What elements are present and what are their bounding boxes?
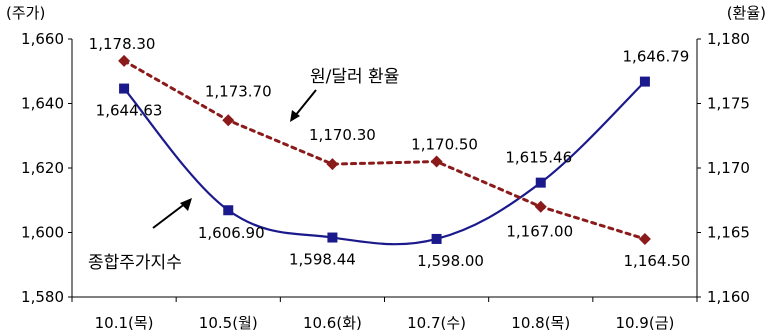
left-tick-label: 1,620 (21, 159, 64, 177)
right-axis-title: (환율) (727, 4, 766, 22)
fx-data-label: 1,170.50 (411, 136, 478, 154)
left-tick-label: 1,600 (21, 224, 64, 242)
series-line-fx (122, 59, 647, 241)
fx-marker (326, 158, 339, 171)
x-tick-label: 10.6(화) (303, 314, 362, 332)
right-tick-label: 1,170 (707, 159, 750, 177)
fx-data-label: 1,170.30 (309, 126, 376, 144)
kospi-marker (535, 177, 546, 188)
x-tick-label: 10.1(목) (95, 314, 154, 332)
left-axis-title: (주가) (6, 4, 45, 22)
series-line-kospi (123, 80, 646, 246)
kospi-data-label: 1,644.63 (96, 102, 163, 120)
kospi-marker (223, 205, 234, 216)
left-tick-label: 1,640 (21, 95, 64, 113)
fx-annotation-arrowhead (290, 110, 300, 122)
data-labels: 1,644.63 1,606.90 1,598.44 1,598.00 1,615.46… (89, 35, 691, 270)
series-markers (118, 54, 651, 245)
right-tick-label: 1,180 (707, 30, 750, 48)
x-tick-label: 10.5(월) (199, 314, 258, 332)
kospi-marker (327, 232, 338, 243)
fx-marker (222, 114, 235, 127)
axes: (주가) (환율) 1,580 1,600 1,620 1,640 1,660 1,160 1,… (6, 4, 766, 332)
kospi-series-annotation: 종합주가지수 (88, 253, 182, 273)
kospi-data-label: 1,646.79 (623, 48, 690, 66)
right-tick-label: 1,160 (707, 288, 750, 306)
fx-data-label: 1,164.50 (624, 252, 691, 270)
kospi-annotation-arrowhead (180, 198, 192, 211)
fx-series-annotation: 원/달러 환율 (310, 67, 399, 87)
right-tick-label: 1,165 (707, 224, 750, 242)
kospi-marker (639, 76, 650, 87)
fx-marker (638, 232, 651, 245)
kospi-annotation-arrow (152, 202, 187, 229)
kospi-data-label: 1,615.46 (505, 149, 572, 167)
kospi-marker (119, 83, 130, 94)
left-tick-label: 1,580 (21, 288, 64, 306)
fx-data-label: 1,178.30 (89, 35, 156, 53)
kospi-data-label: 1,598.44 (289, 251, 356, 269)
x-tick-label: 10.7(수) (407, 314, 466, 332)
fx-annotation-arrow (294, 89, 317, 117)
x-tick-label: 10.9(금) (615, 314, 674, 332)
kospi-marker (431, 233, 442, 244)
x-tick-label: 10.8(목) (511, 314, 570, 332)
right-tick-label: 1,175 (707, 95, 750, 113)
fx-data-label: 1,167.00 (506, 223, 573, 241)
fx-marker (534, 200, 547, 213)
fx-marker (430, 155, 443, 168)
kospi-data-label: 1,598.00 (417, 252, 484, 270)
fx-data-label: 1,173.70 (205, 82, 272, 100)
series-lines (122, 59, 647, 246)
fx-marker (118, 54, 131, 67)
kospi-data-label: 1,606.90 (198, 224, 265, 242)
left-tick-label: 1,660 (21, 30, 64, 48)
